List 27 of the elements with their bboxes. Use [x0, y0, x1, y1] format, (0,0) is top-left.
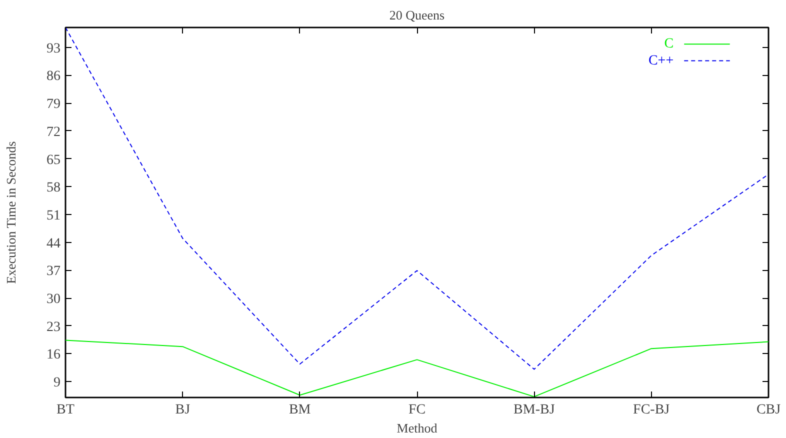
y-tick-label: 65: [46, 152, 60, 168]
y-tick-label: 86: [46, 69, 60, 84]
legend-label: C: [664, 36, 674, 52]
y-tick-label: 16: [46, 348, 60, 363]
x-tick-label: BM: [288, 402, 312, 418]
x-axis-title: Method: [396, 420, 438, 436]
legend-label: C++: [648, 53, 674, 68]
x-tick-label: BT: [56, 402, 75, 418]
line-series: [66, 340, 768, 398]
y-tick-label: 37: [46, 264, 60, 280]
y-axis-title: Execution Time in Seconds: [4, 141, 18, 284]
y-tick-label: 51: [46, 208, 60, 224]
y-tick-label: 93: [46, 41, 60, 56]
y-tick-label: 23: [46, 320, 60, 335]
x-tick-label: BJ: [175, 402, 191, 418]
x-tick-label: FC: [408, 402, 426, 418]
y-tick-label: 72: [46, 124, 60, 140]
y-tick-label: 44: [46, 236, 60, 252]
y-tick-label: 58: [46, 180, 60, 196]
y-tick-label: 9: [54, 376, 60, 391]
x-tick-label: FC-BJ: [633, 402, 670, 418]
line-series: [66, 28, 768, 370]
chart-title: 20 Queens: [389, 8, 445, 22]
y-tick-label: 79: [46, 97, 60, 112]
x-tick-label: BM-BJ: [514, 402, 556, 418]
y-tick-label: 30: [46, 292, 60, 308]
x-tick-label: CBJ: [756, 402, 782, 418]
